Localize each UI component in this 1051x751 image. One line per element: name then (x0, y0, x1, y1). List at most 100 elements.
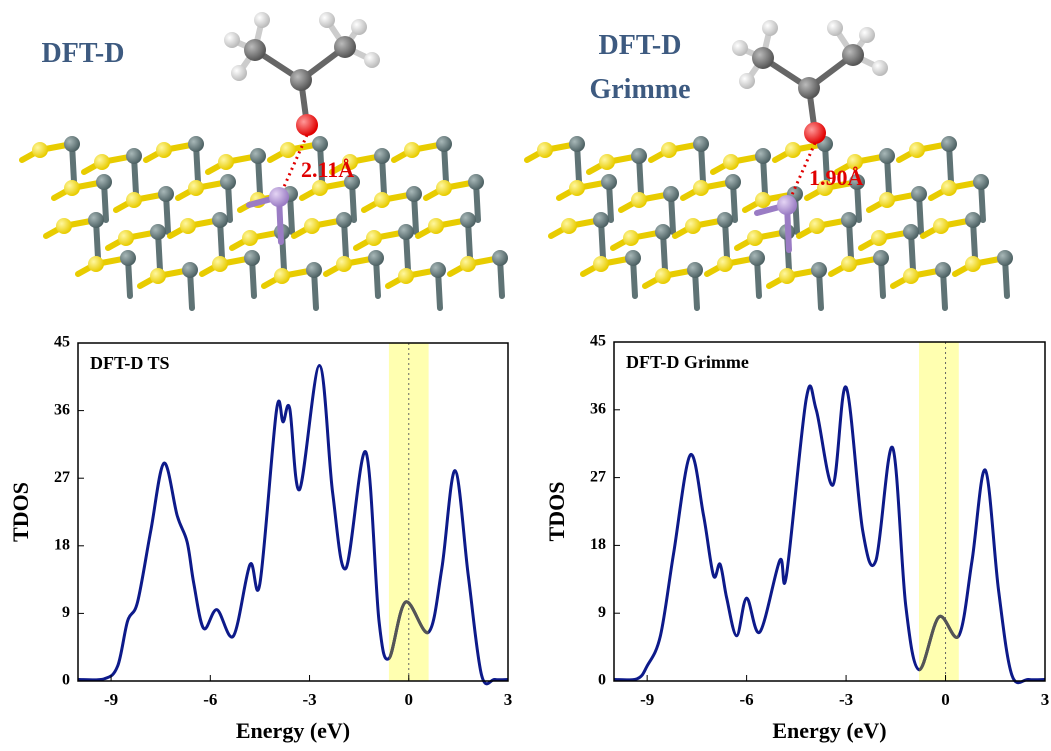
atom (661, 142, 677, 158)
atom (842, 44, 864, 66)
atom (212, 256, 228, 272)
atom (933, 218, 949, 234)
x-tick-label: 0 (941, 690, 950, 709)
atom (334, 36, 356, 58)
atom (749, 250, 765, 266)
y-tick-label: 9 (62, 604, 70, 621)
atom (693, 180, 709, 196)
atom (94, 154, 110, 170)
x-tick-label: 3 (504, 690, 513, 709)
atom (364, 52, 380, 68)
y-axis-label: TDOS (544, 482, 569, 542)
atom (752, 47, 774, 69)
atom (941, 136, 957, 152)
atom (64, 136, 80, 152)
atom (717, 256, 733, 272)
atom (997, 250, 1013, 266)
atom (777, 195, 797, 215)
atom (88, 212, 104, 228)
y-tick-label: 45 (54, 334, 70, 351)
dos-curve (77, 364, 509, 686)
atom (212, 212, 228, 228)
atom (118, 230, 134, 246)
atom (593, 256, 609, 272)
atom (250, 148, 266, 164)
atom (374, 192, 390, 208)
atom (663, 186, 679, 202)
atom (871, 230, 887, 246)
y-tick-label: 0 (62, 672, 70, 689)
x-tick-label: -9 (640, 690, 654, 709)
atom (336, 212, 352, 228)
atom (150, 268, 166, 284)
atom (351, 19, 367, 35)
atom (755, 148, 771, 164)
atom (244, 39, 266, 61)
atom (739, 73, 755, 89)
atom (623, 230, 639, 246)
atom (631, 192, 647, 208)
atom (274, 268, 290, 284)
atom (941, 180, 957, 196)
atom (436, 136, 452, 152)
atom (655, 224, 671, 240)
atom (817, 180, 833, 196)
atom (873, 250, 889, 266)
atom (879, 192, 895, 208)
atom (537, 142, 553, 158)
atom (723, 154, 739, 170)
chart-title: DFT-D Grimme (626, 352, 749, 372)
y-tick-label: 36 (54, 401, 70, 418)
y-axis-label: TDOS (8, 482, 33, 542)
atom (180, 218, 196, 234)
atom (344, 174, 360, 190)
atom (244, 250, 260, 266)
y-tick-label: 36 (590, 400, 606, 417)
x-tick-label: -3 (302, 690, 316, 709)
atom (188, 180, 204, 196)
dos-curve-highlight (388, 600, 429, 661)
atom (809, 218, 825, 234)
atom (120, 250, 136, 266)
y-tick-label: 0 (598, 672, 606, 689)
x-tick-label: -9 (104, 690, 118, 709)
atom (599, 154, 615, 170)
atom (96, 174, 112, 190)
x-tick-label: -3 (839, 690, 853, 709)
atom (188, 136, 204, 152)
atom (849, 174, 865, 190)
atom (218, 154, 234, 170)
atom (841, 212, 857, 228)
atom (847, 154, 863, 170)
x-axis-label: Energy (eV) (772, 718, 886, 743)
atom (935, 262, 951, 278)
atom (436, 180, 452, 196)
x-tick-label: 3 (1041, 690, 1050, 709)
atom (336, 256, 352, 272)
atom (804, 122, 826, 144)
atom (290, 69, 312, 91)
atom (460, 212, 476, 228)
atom (220, 174, 236, 190)
atom (182, 262, 198, 278)
atom (631, 148, 647, 164)
atom (755, 192, 771, 208)
atom (655, 268, 671, 284)
y-tick-label: 18 (54, 536, 70, 553)
chart-title: DFT-D TS (90, 353, 170, 373)
atom (280, 142, 296, 158)
atom (903, 224, 919, 240)
distance-label: 2.11Å (301, 157, 354, 182)
atom (304, 218, 320, 234)
atom (254, 12, 270, 28)
atom (593, 212, 609, 228)
y-tick-label: 27 (54, 469, 70, 486)
atom (732, 40, 748, 56)
atom (965, 212, 981, 228)
atom (811, 262, 827, 278)
contact-line (281, 134, 309, 190)
atom (492, 250, 508, 266)
y-tick-label: 9 (598, 604, 606, 621)
atom (625, 250, 641, 266)
